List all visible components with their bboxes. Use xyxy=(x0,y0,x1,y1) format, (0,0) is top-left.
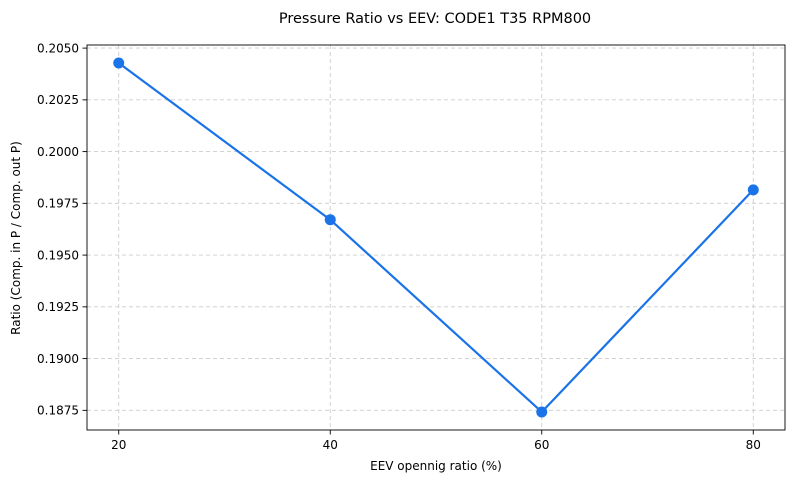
y-tick-label: 0.1900 xyxy=(37,352,79,366)
data-point-marker xyxy=(325,214,336,225)
x-tick-label: 80 xyxy=(746,438,761,452)
y-tick-label: 0.1950 xyxy=(37,248,79,262)
data-point-marker xyxy=(113,58,124,69)
y-axis-label: Ratio (Comp. in P / Comp. out P) xyxy=(9,141,23,335)
chart-title: Pressure Ratio vs EEV: CODE1 T35 RPM800 xyxy=(279,11,591,27)
data-point-marker xyxy=(536,406,547,417)
y-tick-label: 0.1975 xyxy=(37,197,79,211)
x-tick-label: 40 xyxy=(323,438,338,452)
y-tick-label: 0.1925 xyxy=(37,300,79,314)
y-tick-label: 0.2000 xyxy=(37,145,79,159)
y-tick-label: 0.2025 xyxy=(37,93,79,107)
x-tick-label: 20 xyxy=(111,438,126,452)
pressure-ratio-chart: 20 40 60 80 0.1875 0.1900 0.1925 0.1950 0.1975 0.… xyxy=(0,0,795,483)
y-tick-label: 0.2050 xyxy=(37,41,79,55)
x-tick-label: 60 xyxy=(534,438,549,452)
data-point-marker xyxy=(748,184,759,195)
x-axis-label: EEV opennig ratio (%) xyxy=(370,459,502,473)
y-tick-label: 0.1875 xyxy=(37,404,79,418)
